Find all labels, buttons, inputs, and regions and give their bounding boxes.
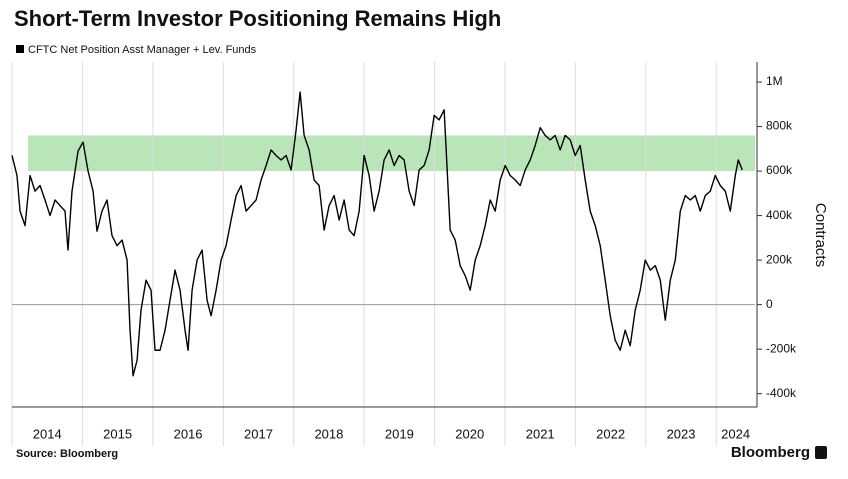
y-tick-label: 800k (766, 119, 793, 133)
brand-icon (815, 446, 827, 459)
x-tick-label: 2016 (174, 426, 203, 441)
y-tick-label: 200k (766, 252, 793, 266)
y-tick-label: 400k (766, 208, 793, 222)
y-tick-label: 0 (766, 297, 773, 311)
y-tick-label: 600k (766, 163, 793, 177)
x-tick-label: 2014 (33, 426, 62, 441)
brand-logo: Bloomberg (731, 444, 810, 461)
legend-label: CFTC Net Position Asst Manager + Lev. Fu… (28, 44, 257, 56)
y-tick-label: -200k (766, 341, 797, 355)
x-tick-label: 2024 (721, 426, 750, 441)
chart-title: Short-Term Investor Positioning Remains … (14, 6, 501, 31)
x-tick-label: 2019 (385, 426, 414, 441)
x-tick-label: 2023 (667, 426, 696, 441)
highlight-band (28, 135, 755, 172)
legend-swatch (16, 45, 24, 53)
y-axis-label: Contracts (812, 203, 829, 267)
x-tick-label: 2020 (455, 426, 484, 441)
x-tick-label: 2021 (526, 426, 555, 441)
y-tick-label: 1M (766, 74, 783, 88)
data-line (11, 91, 743, 377)
source-note: Source: Bloomberg (16, 448, 118, 460)
y-tick-label: -400k (766, 386, 797, 400)
x-tick-label: 2018 (314, 426, 343, 441)
x-tick-label: 2017 (244, 426, 273, 441)
x-tick-label: 2022 (596, 426, 625, 441)
x-tick-label: 2015 (103, 426, 132, 441)
